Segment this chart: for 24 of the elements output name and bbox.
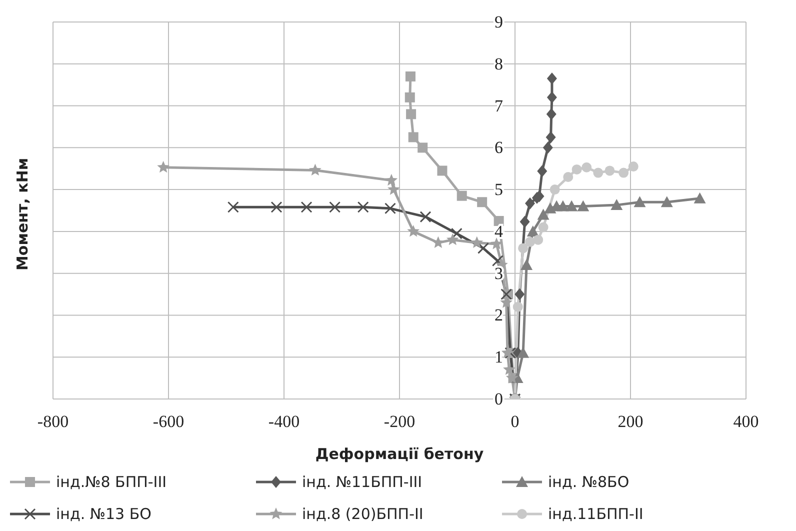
y-tick-label: 6	[494, 138, 503, 158]
legend-label: інд. №11БПП-III	[302, 473, 422, 491]
y-tick-label: 0	[494, 390, 503, 408]
y-tick-label: 5	[494, 180, 503, 200]
x-tick-label: -600	[152, 412, 184, 432]
legend-label: інд. №13 БО	[56, 505, 152, 523]
x-tick-label: 0	[510, 412, 520, 432]
y-tick-label: 4	[494, 222, 504, 241]
legend-label: інд.№8 БПП-III	[56, 473, 167, 491]
legend-label: інд. №8БО	[548, 473, 630, 491]
x-axis-title: Деформації бетону	[315, 445, 484, 463]
x-tick-label: -400	[268, 412, 300, 432]
y-tick-label: 9	[494, 12, 503, 32]
x-tick-label: -200	[384, 412, 416, 432]
x-tick-label: -800	[37, 412, 69, 432]
y-tick-label: 2	[494, 306, 503, 325]
x-tick-label: 200	[618, 412, 644, 432]
y-tick-label: 8	[494, 54, 503, 74]
x-tick-label: 400	[733, 412, 759, 432]
legend-label: інд.8 (20)БПП-II	[302, 505, 424, 523]
y-axis-title: Момент, кНм	[13, 158, 32, 270]
y-tick-label: 7	[494, 96, 504, 116]
legend-label: інд.11БПП-II	[548, 505, 644, 523]
y-tick-label: 1	[494, 348, 503, 367]
